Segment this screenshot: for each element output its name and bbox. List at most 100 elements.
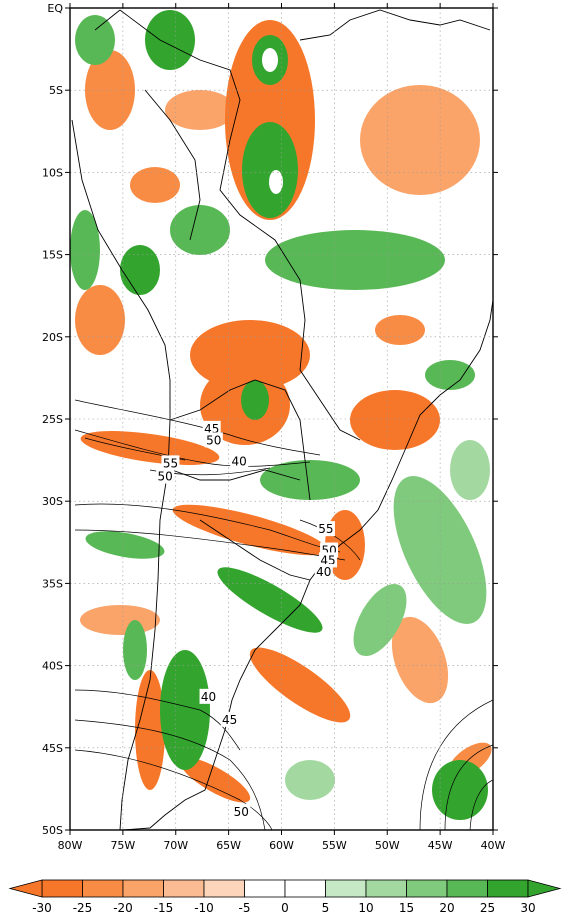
contour-label-box bbox=[319, 552, 338, 568]
contour-line bbox=[74, 749, 273, 830]
contour-line bbox=[299, 519, 361, 561]
contour-line bbox=[419, 699, 493, 830]
anomaly-positive bbox=[265, 230, 445, 290]
colorbar-tick-label: -20 bbox=[113, 901, 133, 915]
country-border bbox=[144, 89, 201, 241]
colorbar-segment bbox=[365, 879, 407, 898]
colorbar-tick-label: 5 bbox=[322, 901, 330, 915]
anomaly-positive bbox=[241, 380, 269, 420]
contour-line bbox=[469, 779, 493, 830]
contour-label: 45 bbox=[320, 553, 335, 567]
colorbar-tick-label: -5 bbox=[239, 901, 251, 915]
lat-label: 5S bbox=[49, 84, 63, 97]
contour-label: 45 bbox=[222, 713, 237, 727]
anomaly-negative bbox=[75, 285, 125, 355]
lat-label: 35S bbox=[42, 577, 63, 590]
colorbar-segment bbox=[203, 879, 245, 898]
lon-label: 45W bbox=[428, 839, 453, 852]
anomaly-positive bbox=[123, 620, 147, 680]
colorbar-segment bbox=[406, 879, 448, 898]
gridlines bbox=[70, 8, 493, 830]
colorbar-tick-label: 0 bbox=[281, 901, 289, 915]
lon-label: 70W bbox=[163, 839, 188, 852]
colorbar-segment bbox=[41, 879, 83, 898]
colorbar-max-arrow bbox=[527, 879, 562, 898]
anomaly-center bbox=[269, 170, 283, 194]
colorbar-tick-label: -25 bbox=[73, 901, 93, 915]
lon-label: 80W bbox=[58, 839, 83, 852]
colorbar-tick-label: 25 bbox=[480, 901, 495, 915]
anomaly-positive bbox=[217, 567, 323, 633]
lat-label: 25S bbox=[42, 413, 63, 426]
contour-label: 50 bbox=[234, 805, 249, 819]
axes: EQ 5S 10S 15S 20S 25S 30S 35S 40S 45S 50S 80W 75W 70W… bbox=[42, 2, 506, 852]
anomaly-negative bbox=[80, 431, 220, 465]
lon-label: 40W bbox=[481, 839, 506, 852]
anomaly-positive bbox=[120, 245, 160, 295]
colorbar-tick-label: -30 bbox=[32, 901, 52, 915]
contour-label: 40 bbox=[232, 455, 247, 469]
lat-label: 20S bbox=[42, 331, 63, 344]
colorbar: -30 -25 -20 -15 -10 -5 0 5 10 15 20 25 30 bbox=[8, 879, 562, 915]
anomaly-negative bbox=[172, 504, 328, 556]
contour-line bbox=[74, 429, 311, 467]
colorbar-segment bbox=[284, 879, 326, 898]
contour-line bbox=[74, 503, 341, 553]
lon-label: 65W bbox=[216, 839, 241, 852]
anomaly-positive bbox=[285, 760, 335, 800]
north-coastline bbox=[299, 9, 491, 41]
anomaly-negative bbox=[85, 50, 135, 130]
anomaly-positive bbox=[85, 531, 165, 559]
anomaly-positive bbox=[393, 476, 487, 624]
colorbar-segment bbox=[163, 879, 205, 898]
contour-line bbox=[74, 689, 241, 751]
lat-label: 15S bbox=[42, 249, 63, 262]
colorbar-segment bbox=[244, 879, 286, 898]
anomaly-positive bbox=[260, 460, 360, 500]
contour-label-box bbox=[156, 468, 175, 484]
colorbar-tick-label: 15 bbox=[399, 901, 414, 915]
lon-label: 50W bbox=[375, 839, 400, 852]
contour-label: 50 bbox=[158, 470, 173, 484]
anomaly-negative bbox=[130, 167, 180, 203]
contour-label: 50 bbox=[206, 433, 221, 447]
river-plate-border bbox=[199, 519, 311, 581]
colorbar-tick-label: 10 bbox=[358, 901, 373, 915]
lat-label: 50S bbox=[42, 824, 63, 837]
country-border bbox=[169, 379, 311, 501]
anomaly-positive bbox=[145, 10, 195, 70]
anomaly-negative bbox=[375, 315, 425, 345]
contour-label-box bbox=[199, 688, 218, 704]
anomaly-negative bbox=[165, 90, 235, 130]
colorbar-tick-label: 30 bbox=[520, 901, 535, 915]
country-border bbox=[94, 9, 361, 441]
anomaly-positive bbox=[242, 122, 298, 218]
contour-label-box bbox=[220, 711, 239, 727]
contour-label: 55 bbox=[318, 522, 333, 536]
contour-line bbox=[74, 529, 346, 561]
colorbar-tick-label: -10 bbox=[194, 901, 214, 915]
contour-label: 55 bbox=[163, 456, 178, 470]
anomaly-positive bbox=[425, 360, 475, 390]
anomaly-positive bbox=[75, 15, 115, 65]
anomaly-positive bbox=[170, 205, 230, 255]
contours bbox=[74, 399, 493, 830]
lat-label: 45S bbox=[42, 742, 63, 755]
anomaly-positive bbox=[70, 210, 100, 290]
contour-line bbox=[444, 744, 493, 830]
contour-label-box bbox=[314, 563, 333, 579]
anomaly-negative bbox=[80, 605, 160, 635]
colorbar-tick-label: 20 bbox=[439, 901, 454, 915]
lon-label: 60W bbox=[269, 839, 294, 852]
colorbar-segment bbox=[446, 879, 488, 898]
anomaly-negative bbox=[350, 390, 440, 450]
contour-label-box bbox=[202, 420, 221, 436]
colorbar-segment bbox=[487, 879, 529, 898]
contour-label-box bbox=[204, 432, 223, 448]
lat-label: 10S bbox=[42, 166, 63, 179]
lat-label: 30S bbox=[42, 495, 63, 508]
contour-label-box bbox=[316, 521, 335, 537]
contour-label-box bbox=[232, 803, 251, 819]
